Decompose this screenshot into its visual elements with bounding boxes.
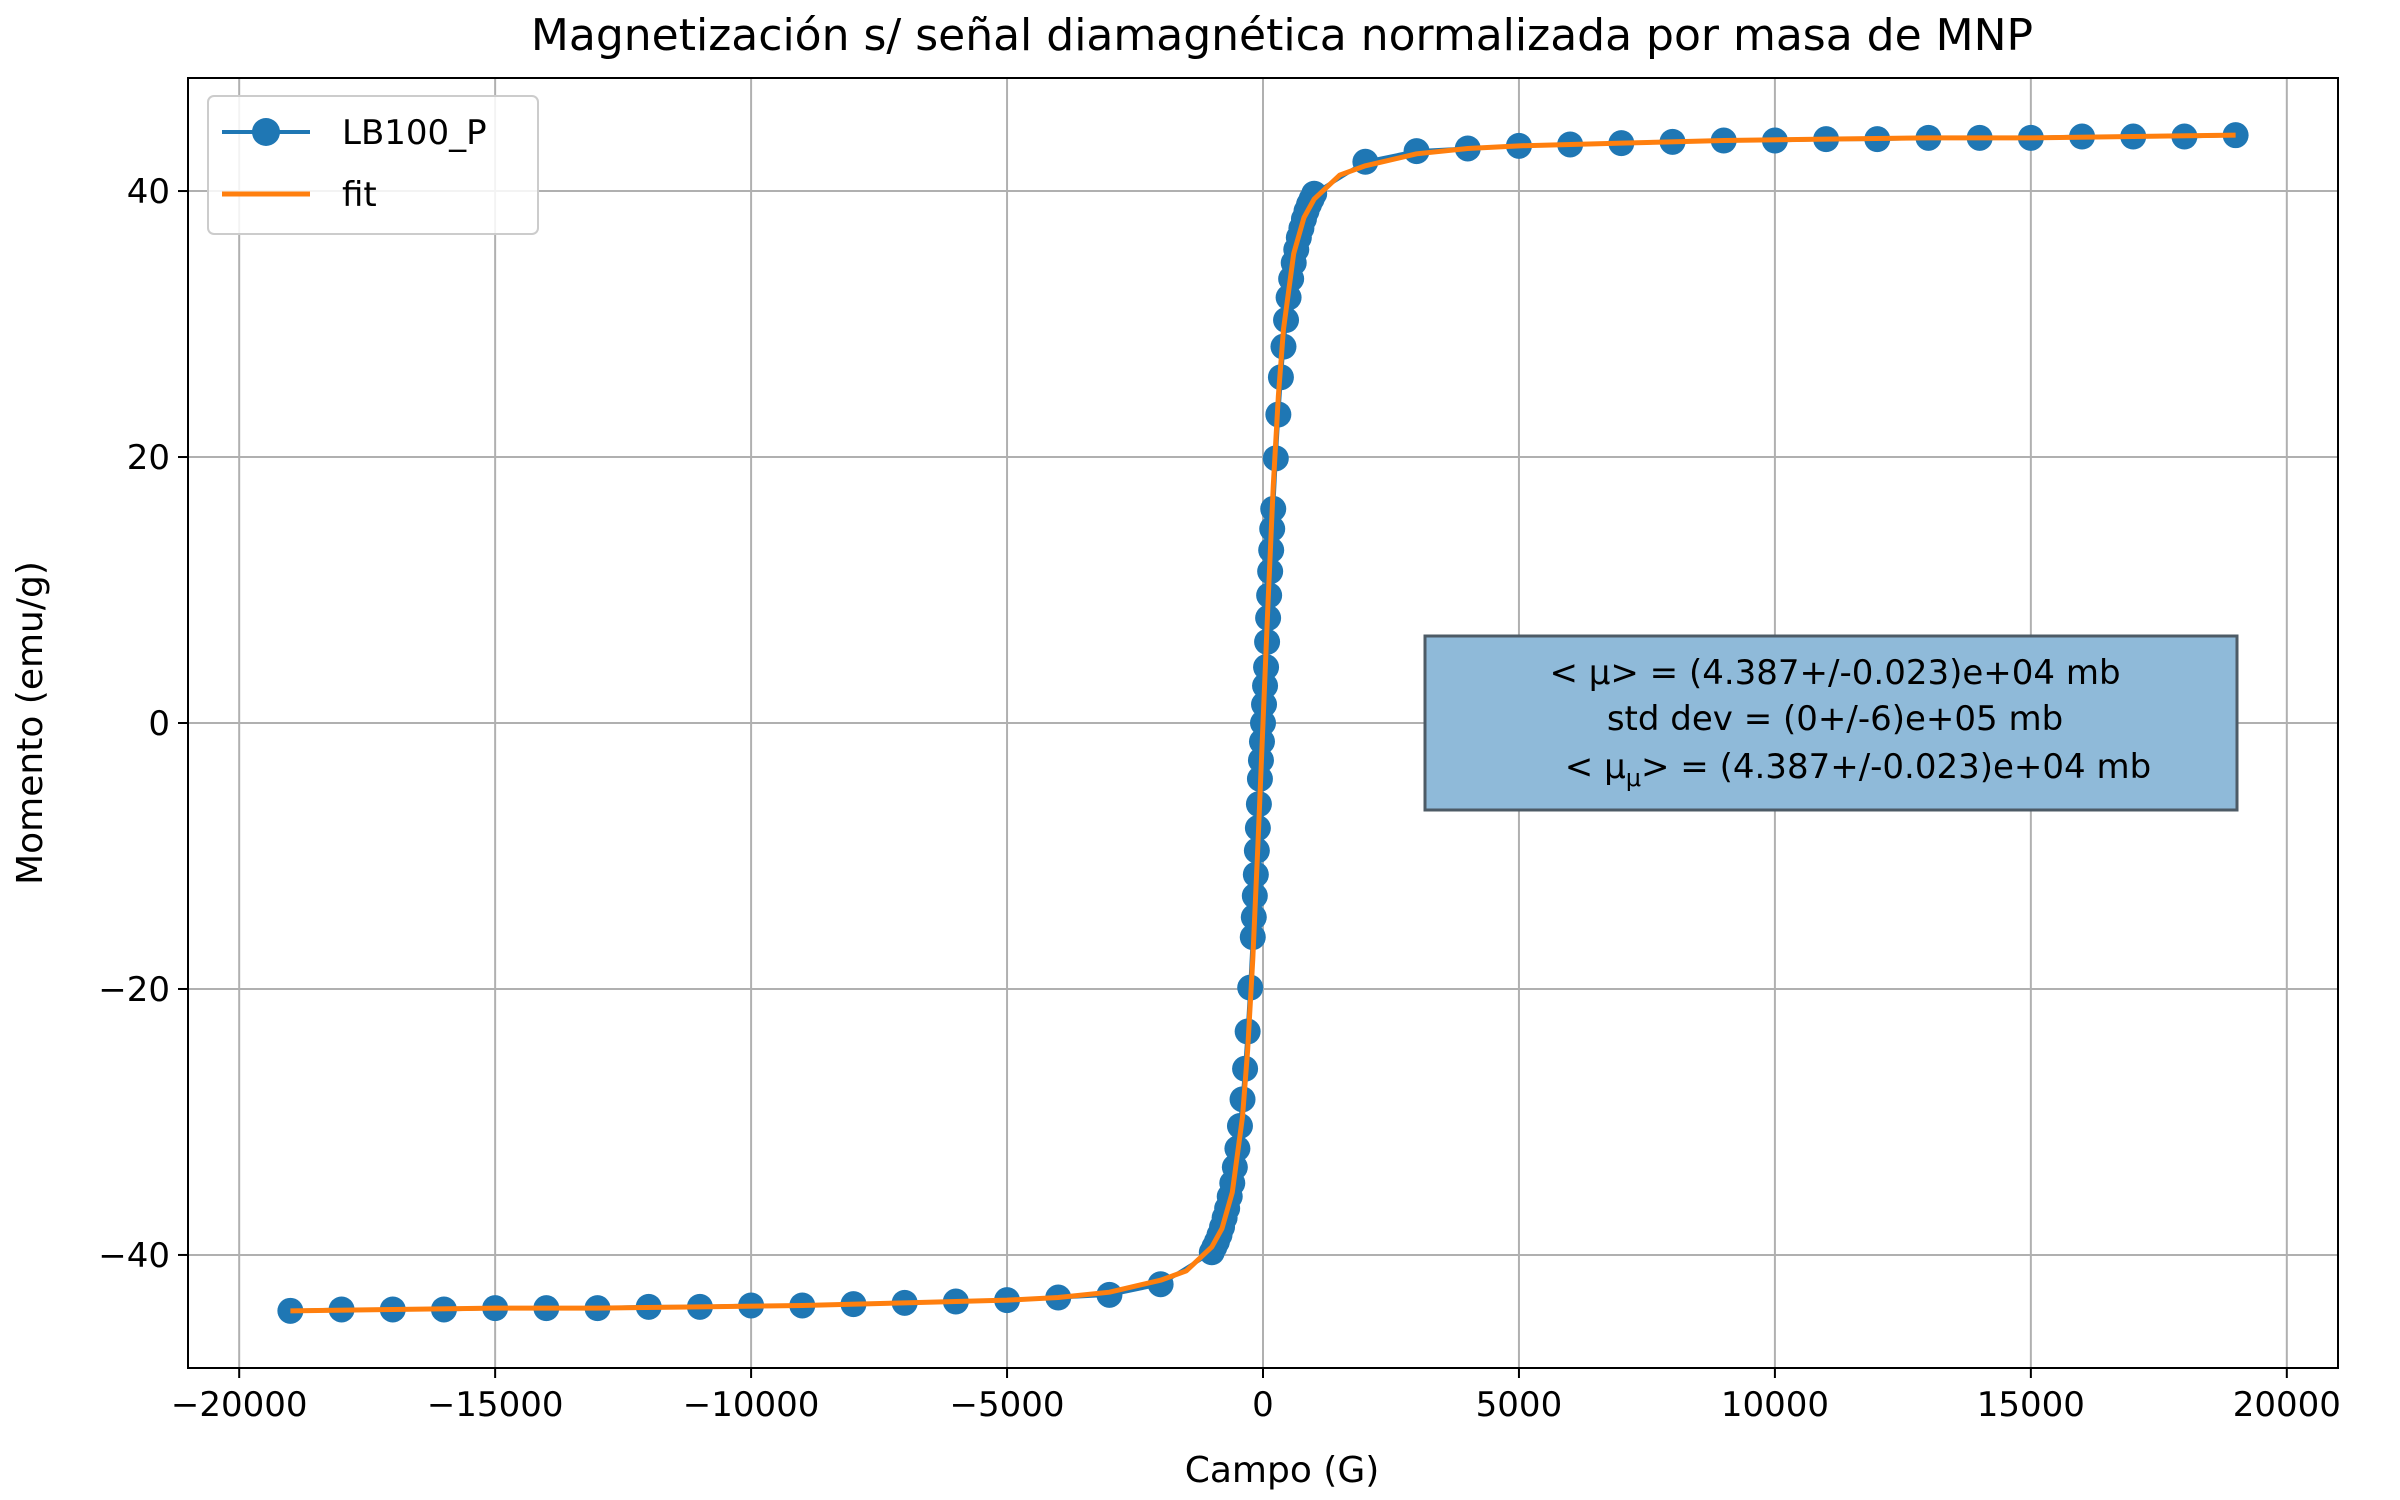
annotation-line-mean-mu: < μμ> = (4.387+/-0.023)e+04 mb: [1565, 747, 2151, 792]
annotation-box: [1423, 634, 2239, 812]
legend-label-data: LB100_P: [342, 113, 487, 153]
legend: LB100_P fit: [207, 95, 539, 235]
y-tick-label: 0: [148, 704, 170, 744]
x-tick-label: 15000: [1977, 1385, 2085, 1425]
chart-title: Magnetización s/ señal diamagnética norm…: [531, 10, 2033, 61]
fit-series: [290, 132, 2236, 1314]
x-axis-ticks: −20000 −15000 −10000 −5000 0 5000 10000 15000 20…: [171, 1368, 2341, 1425]
x-tick-label: 5000: [1476, 1385, 1563, 1425]
y-tick-label: −20: [98, 970, 170, 1010]
y-axis-label: Momento (emu/g): [10, 561, 51, 885]
x-tick-label: −5000: [950, 1385, 1065, 1425]
annotation-line-mean: < μ> = (4.387+/-0.023)e+04 mb: [1549, 653, 2120, 693]
annotation-line-stddev: std dev = (0+/-6)e+05 mb: [1607, 699, 2063, 739]
legend-label-fit: fit: [342, 175, 377, 215]
x-tick-label: 20000: [2233, 1385, 2341, 1425]
legend-marker-data: [252, 118, 280, 146]
x-tick-label: 0: [1252, 1385, 1274, 1425]
fit-line: [290, 132, 2236, 1314]
data-point: [1301, 180, 1328, 207]
annotation-mu-pre: < μ: [1565, 747, 1626, 787]
x-axis-label: Campo (G): [1185, 1450, 1380, 1491]
x-tick-label: −20000: [171, 1385, 308, 1425]
x-tick-label: −10000: [683, 1385, 820, 1425]
x-tick-label: −15000: [427, 1385, 564, 1425]
y-tick-label: 20: [127, 438, 170, 478]
annotation-mu-sub: μ: [1626, 764, 1641, 792]
x-tick-label: 10000: [1721, 1385, 1829, 1425]
y-tick-label: 40: [127, 172, 170, 212]
annotation: < μ> = (4.387+/-0.023)e+04 mb std dev = …: [1423, 634, 2239, 812]
y-axis-ticks: −40 −20 0 20 40: [98, 172, 188, 1276]
plot-frame: [187, 77, 2339, 1369]
annotation-mu-post: > = (4.387+/-0.023)e+04 mb: [1641, 747, 2151, 787]
y-tick-label: −40: [98, 1236, 170, 1276]
